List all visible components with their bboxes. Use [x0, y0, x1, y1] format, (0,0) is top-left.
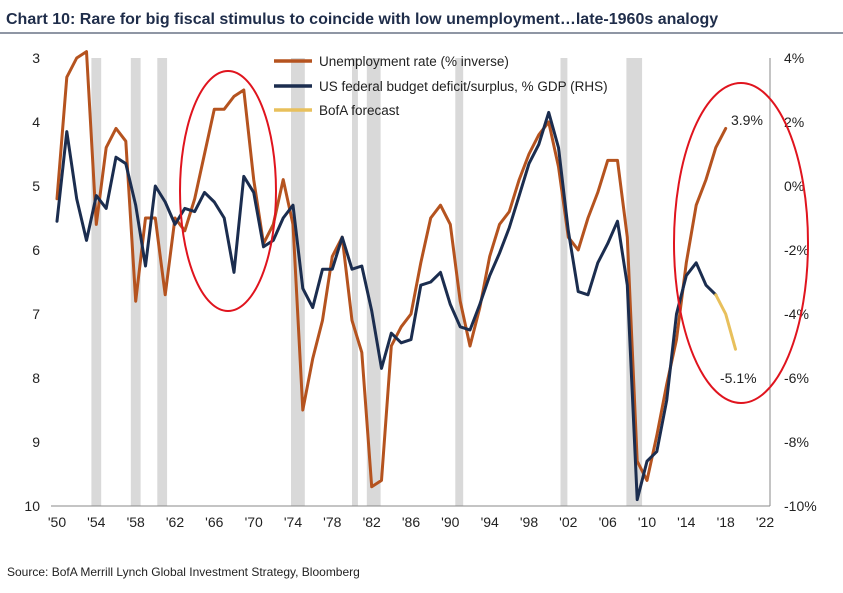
recession-band-8 — [626, 58, 643, 506]
annotation-forecast-latest: -5.1% — [720, 370, 757, 386]
y-right-tick-label: 0% — [784, 178, 804, 194]
y-right-tick-label: -8% — [784, 434, 809, 450]
x-tick-label: '14 — [677, 514, 695, 530]
x-tick-label: '94 — [481, 514, 499, 530]
x-tick-label: '86 — [402, 514, 420, 530]
annotation-unemployment-latest: 3.9% — [731, 112, 763, 128]
y-right-tick-label: -2% — [784, 242, 809, 258]
recession-band-5 — [366, 58, 381, 506]
y-right-tick-label: -4% — [784, 306, 809, 322]
x-tick-label: '18 — [717, 514, 735, 530]
series-lines — [55, 50, 737, 502]
x-tick-label: '10 — [638, 514, 656, 530]
y-left-tick-label: 10 — [24, 498, 40, 514]
legend-label-forecast: BofA forecast — [319, 103, 400, 118]
x-tick-label: '66 — [205, 514, 223, 530]
recession-band-7 — [560, 58, 568, 506]
recession-band-0 — [91, 58, 102, 506]
x-tick-label: '22 — [756, 514, 774, 530]
source-note: Source: BofA Merrill Lynch Global Invest… — [7, 565, 360, 579]
series-line-1 — [55, 110, 718, 502]
x-tick-label: '54 — [87, 514, 105, 530]
recession-band-4 — [352, 58, 358, 506]
y-left-tick-label: 9 — [32, 434, 40, 450]
x-tick-label: '78 — [323, 514, 341, 530]
y-right-tick-label: 2% — [784, 114, 804, 130]
chart-title: Chart 10: Rare for big fiscal stimulus t… — [6, 11, 718, 28]
series-line-0 — [55, 50, 728, 489]
x-tick-label: '98 — [520, 514, 538, 530]
highlight-ellipse-recent — [673, 82, 809, 404]
legend-label-unemployment: Unemployment rate (% inverse) — [319, 54, 509, 69]
y-left-tick-label: 3 — [32, 50, 40, 66]
y-left-tick-label: 8 — [32, 370, 40, 386]
legend: Unemployment rate (% inverse) US federal… — [274, 54, 608, 118]
legend-label-budget: US federal budget deficit/surplus, % GDP… — [319, 79, 608, 94]
x-tick-label: '82 — [363, 514, 381, 530]
x-tick-label: '58 — [127, 514, 145, 530]
x-tick-label: '70 — [245, 514, 263, 530]
y-right-tick-label: -10% — [784, 498, 817, 514]
x-tick-label: '90 — [441, 514, 459, 530]
x-tick-labels: '50 '54 '58 '62 '66 '70 '74 '78 '82 '86 '90 '94 '98 '… — [48, 514, 774, 530]
x-tick-label: '62 — [166, 514, 184, 530]
y-right-tick-labels: 4% 2% 0% -2% -4% -6% -8% -10% — [784, 50, 817, 514]
recession-band-6 — [455, 58, 464, 506]
y-left-tick-label: 5 — [32, 178, 40, 194]
highlight-ellipse-1960s — [179, 70, 277, 312]
y-left-tick-label: 7 — [32, 306, 40, 322]
series-line-2 — [714, 293, 737, 351]
y-left-tick-label: 4 — [32, 114, 40, 130]
x-tick-label: '74 — [284, 514, 302, 530]
x-tick-label: '02 — [559, 514, 577, 530]
y-right-tick-label: -6% — [784, 370, 809, 386]
y-left-tick-label: 6 — [32, 242, 40, 258]
x-tick-label: '50 — [48, 514, 66, 530]
y-right-tick-label: 4% — [784, 50, 804, 66]
x-tick-label: '06 — [599, 514, 617, 530]
y-left-tick-labels: 3 4 5 6 7 8 9 10 — [24, 50, 40, 514]
